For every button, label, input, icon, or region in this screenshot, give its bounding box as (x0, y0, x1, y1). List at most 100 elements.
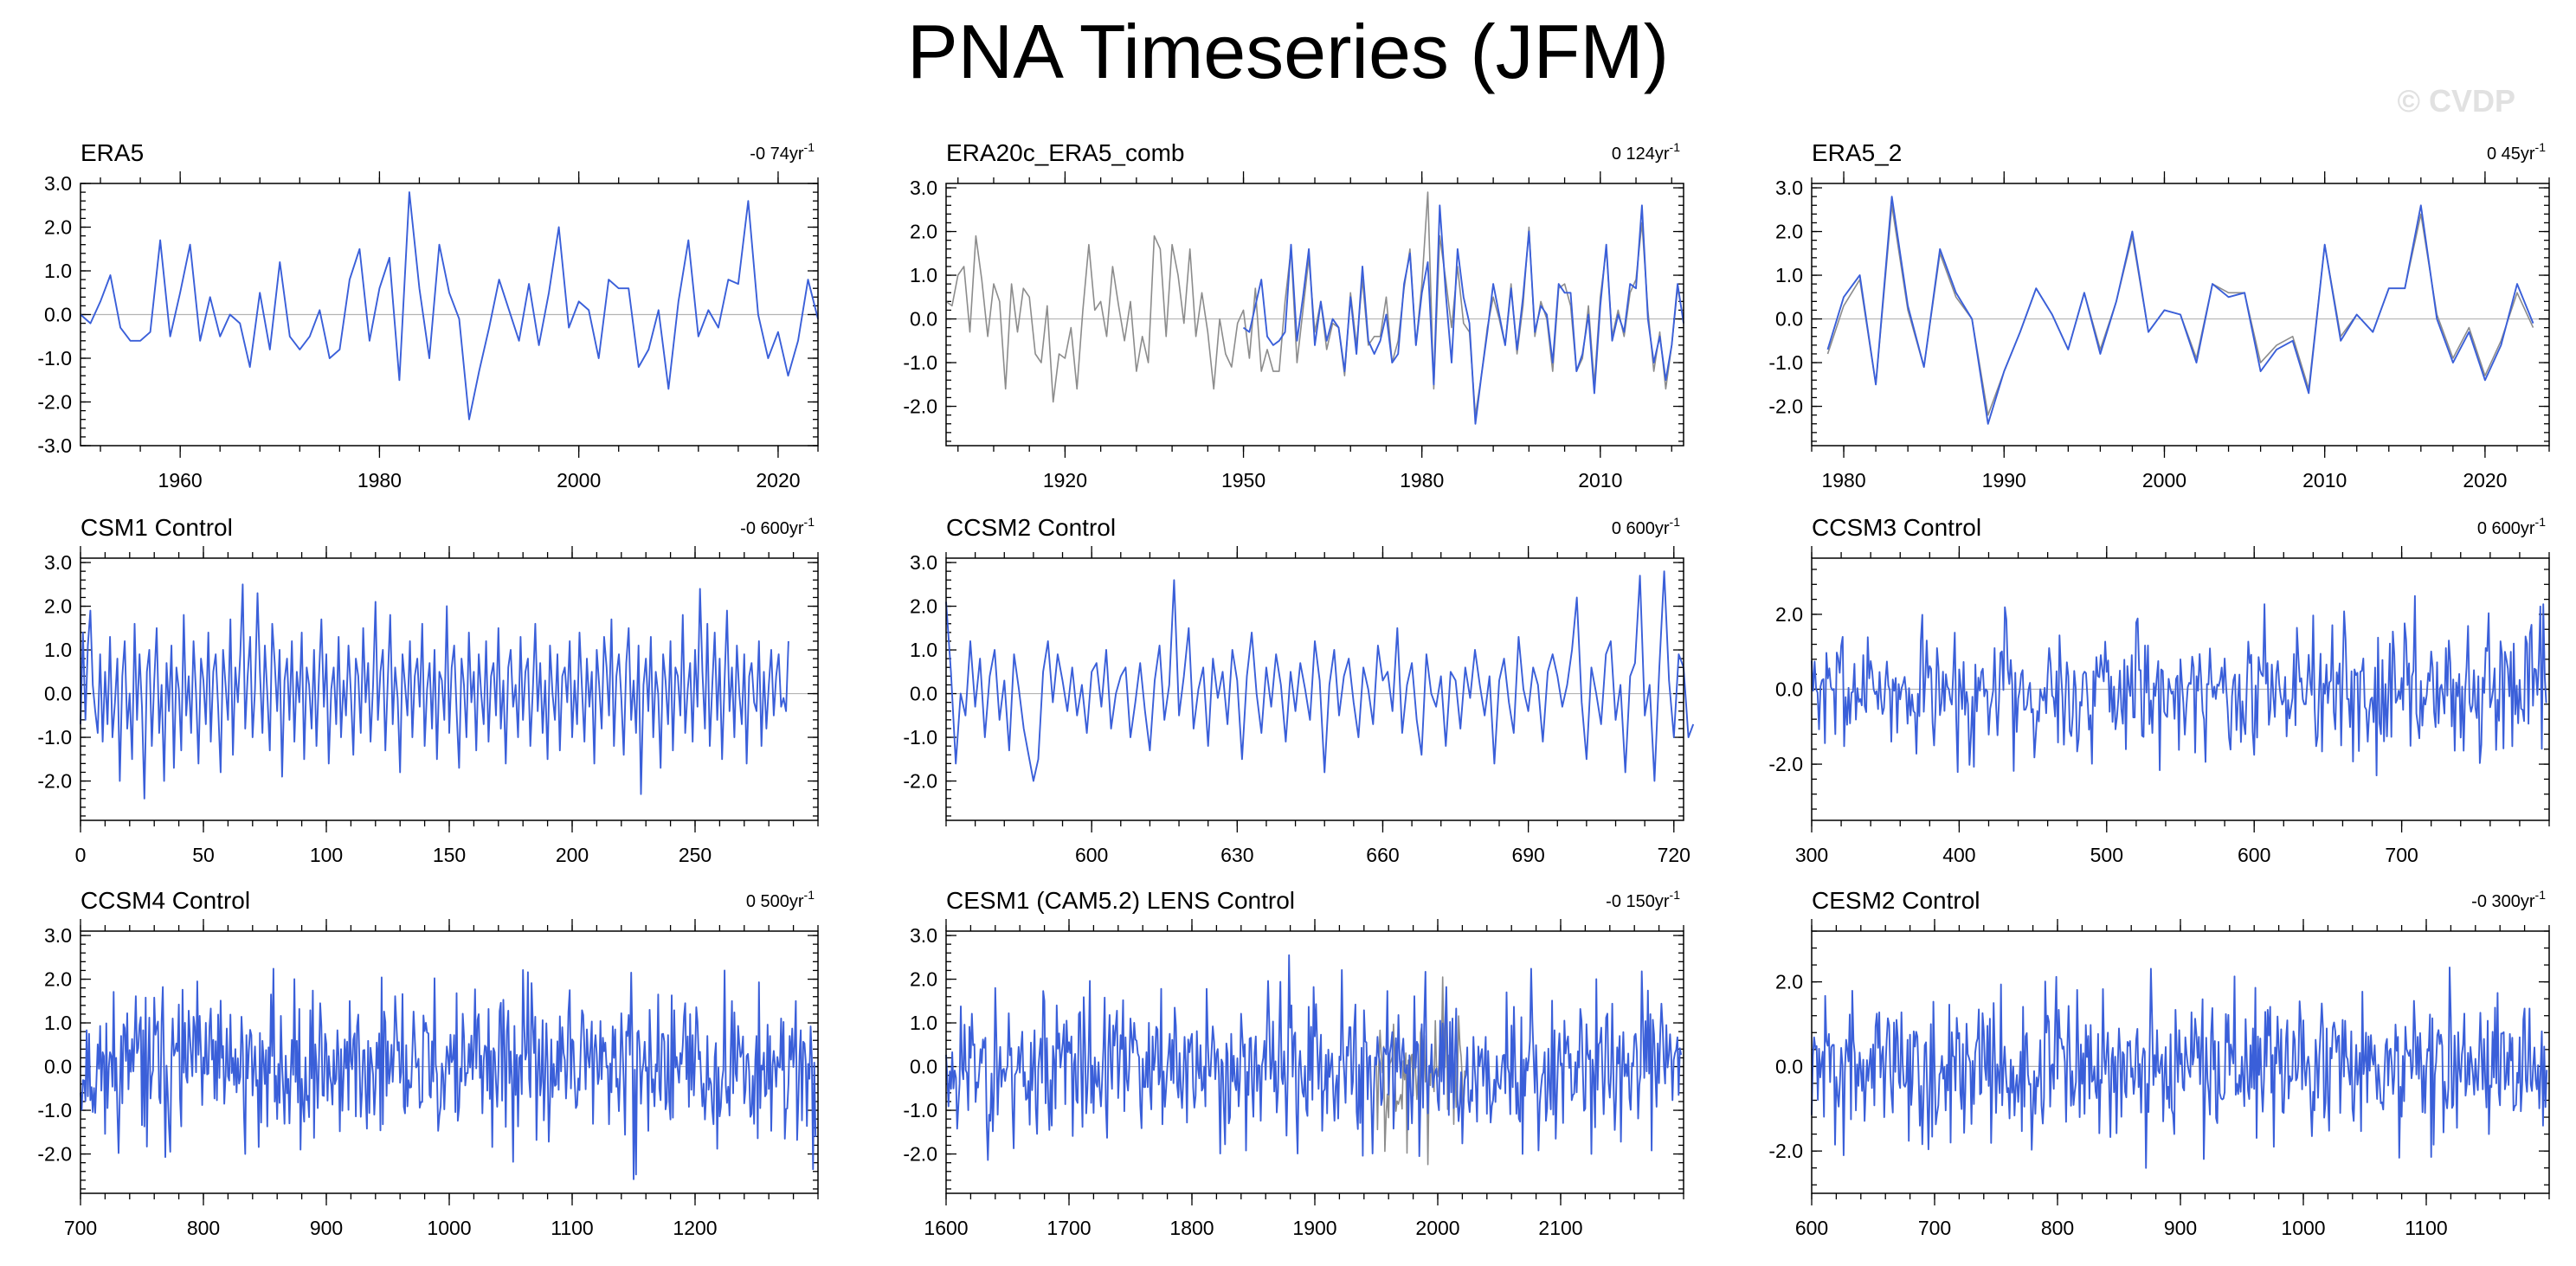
y-tick-label: 1.0 (44, 639, 72, 661)
y-tick-label: 1.0 (44, 260, 72, 282)
panel-5: CCSM2 Control 0 600yr-1 -2.0 -1.0 0.0 1.0 2.0 3… (903, 514, 1695, 866)
x-tick-label: 2020 (756, 469, 800, 492)
trend-label: 0 45yr-1 (2487, 140, 2546, 164)
series-line (80, 583, 789, 800)
watermark: © CVDP (2397, 83, 2515, 119)
trend-label: 0 600yr-1 (1612, 515, 1680, 538)
trend-label: 0 600yr-1 (2477, 515, 2546, 538)
plot-frame (1811, 930, 2550, 1194)
panel-7: CCSM4 Control 0 500yr-1 -2.0 -1.0 0.0 1.0 2.0 3… (37, 887, 819, 1239)
x-tick-label: 700 (2385, 844, 2418, 866)
x-tick-label: 660 (1366, 844, 1399, 866)
y-tick-label: -2.0 (1768, 753, 1803, 775)
panel-2: ERA20c_ERA5_comb 0 124yr-1 -2.0 -1.0 0.0 1.0 2… (903, 139, 1684, 492)
x-tick-label: 1100 (2405, 1217, 2447, 1239)
y-tick-label: 0.0 (910, 683, 937, 705)
x-tick-label: 900 (2164, 1217, 2197, 1239)
x-tick-label: 1200 (673, 1217, 717, 1239)
panel-title: ERA20c_ERA5_comb (946, 139, 1184, 166)
y-tick-label: -1.0 (37, 347, 72, 370)
trend-label: 0 500yr-1 (746, 888, 815, 911)
x-tick-label: 1920 (1043, 469, 1087, 492)
x-tick-label: 1100 (551, 1217, 593, 1239)
y-tick-label: 3.0 (910, 924, 937, 947)
x-tick-label: 690 (1511, 844, 1544, 866)
y-tick-label: 1.0 (910, 264, 937, 286)
y-tick-label: 0.0 (1775, 678, 1803, 701)
figure-title: PNA Timeseries (JFM) (906, 9, 1670, 94)
panel-title: CESM2 Control (1812, 887, 1980, 914)
y-tick-label: 2.0 (1775, 221, 1803, 243)
x-tick-label: 1600 (924, 1217, 968, 1239)
x-tick-label: 250 (679, 844, 712, 866)
x-tick-label: 500 (2090, 844, 2123, 866)
x-tick-label: 2000 (1415, 1217, 1459, 1239)
panel-title: CSM1 Control (80, 514, 233, 541)
x-tick-label: 1700 (1046, 1217, 1091, 1239)
y-tick-label: 1.0 (910, 1012, 937, 1034)
x-tick-label: 0 (75, 844, 87, 866)
x-tick-label: 2010 (2302, 469, 2347, 492)
trend-exponent: -1 (2535, 888, 2547, 902)
x-tick-label: 2010 (1578, 469, 1622, 492)
y-tick-label: -1.0 (37, 726, 72, 749)
y-tick-label: -2.0 (1768, 395, 1803, 418)
y-tick-label: -2.0 (903, 770, 937, 793)
plot-frame (1811, 557, 2550, 821)
y-tick-label: -1.0 (903, 351, 937, 374)
x-tick-label: 1980 (1821, 469, 1865, 492)
trend-label: -0 74yr-1 (750, 140, 815, 164)
y-tick-label: 2.0 (910, 595, 937, 618)
trend-exponent: -1 (1670, 515, 1681, 529)
x-tick-label: 1980 (357, 469, 402, 492)
plot-frame (1811, 183, 2550, 447)
x-tick-label: 100 (310, 844, 343, 866)
y-tick-label: 2.0 (1775, 603, 1803, 626)
x-tick-label: 200 (556, 844, 589, 866)
y-tick-label: 0.0 (44, 1056, 72, 1078)
y-tick-label: 3.0 (910, 177, 937, 199)
trend-exponent: -1 (2535, 515, 2547, 529)
plot-frame (945, 930, 1684, 1194)
x-tick-label: 700 (1918, 1217, 1951, 1239)
x-tick-label: 800 (187, 1217, 220, 1239)
x-tick-label: 1980 (1400, 469, 1444, 492)
panel-9: CESM2 Control -0 300yr-1 -2.0 0.0 2.0 600 700 8… (1768, 887, 2550, 1239)
plot-frame (80, 557, 819, 821)
x-tick-label: 1950 (1221, 469, 1265, 492)
x-tick-label: 400 (1942, 844, 1975, 866)
y-tick-label: 0.0 (44, 683, 72, 705)
trend-label: -0 150yr-1 (1606, 888, 1680, 911)
y-tick-label: -2.0 (37, 391, 72, 414)
panel-title: CCSM3 Control (1812, 514, 1981, 541)
series-line-secondary (945, 191, 1684, 416)
panel-6: CCSM3 Control 0 600yr-1 -2.0 0.0 2.0 300 400 50… (1768, 514, 2550, 866)
y-tick-label: 1.0 (910, 639, 937, 661)
y-tick-label: 2.0 (44, 595, 72, 618)
x-tick-label: 900 (310, 1217, 343, 1239)
x-tick-label: 300 (1795, 844, 1828, 866)
panel-title: CCSM4 Control (80, 887, 250, 914)
x-tick-label: 720 (1658, 844, 1690, 866)
y-tick-label: 3.0 (1775, 177, 1803, 199)
series-line (1811, 967, 2548, 1169)
plot-frame (945, 183, 1684, 447)
y-tick-label: 2.0 (44, 216, 72, 239)
y-tick-label: 3.0 (44, 172, 72, 195)
series-line (945, 570, 1695, 782)
x-tick-label: 1960 (158, 469, 203, 492)
y-tick-label: 3.0 (44, 924, 72, 947)
y-tick-label: -1.0 (37, 1099, 72, 1121)
y-tick-label: 2.0 (910, 968, 937, 991)
y-tick-label: -1.0 (1768, 351, 1803, 374)
series-line (1826, 196, 2534, 425)
y-tick-label: -1.0 (903, 726, 937, 749)
y-tick-label: 0.0 (910, 308, 937, 331)
series-line (80, 191, 819, 421)
y-tick-label: 3.0 (44, 551, 72, 574)
x-tick-label: 600 (1795, 1217, 1828, 1239)
series-line (80, 967, 817, 1180)
x-tick-label: 600 (1075, 844, 1108, 866)
plot-frame (80, 930, 819, 1194)
x-tick-label: 800 (2041, 1217, 2074, 1239)
